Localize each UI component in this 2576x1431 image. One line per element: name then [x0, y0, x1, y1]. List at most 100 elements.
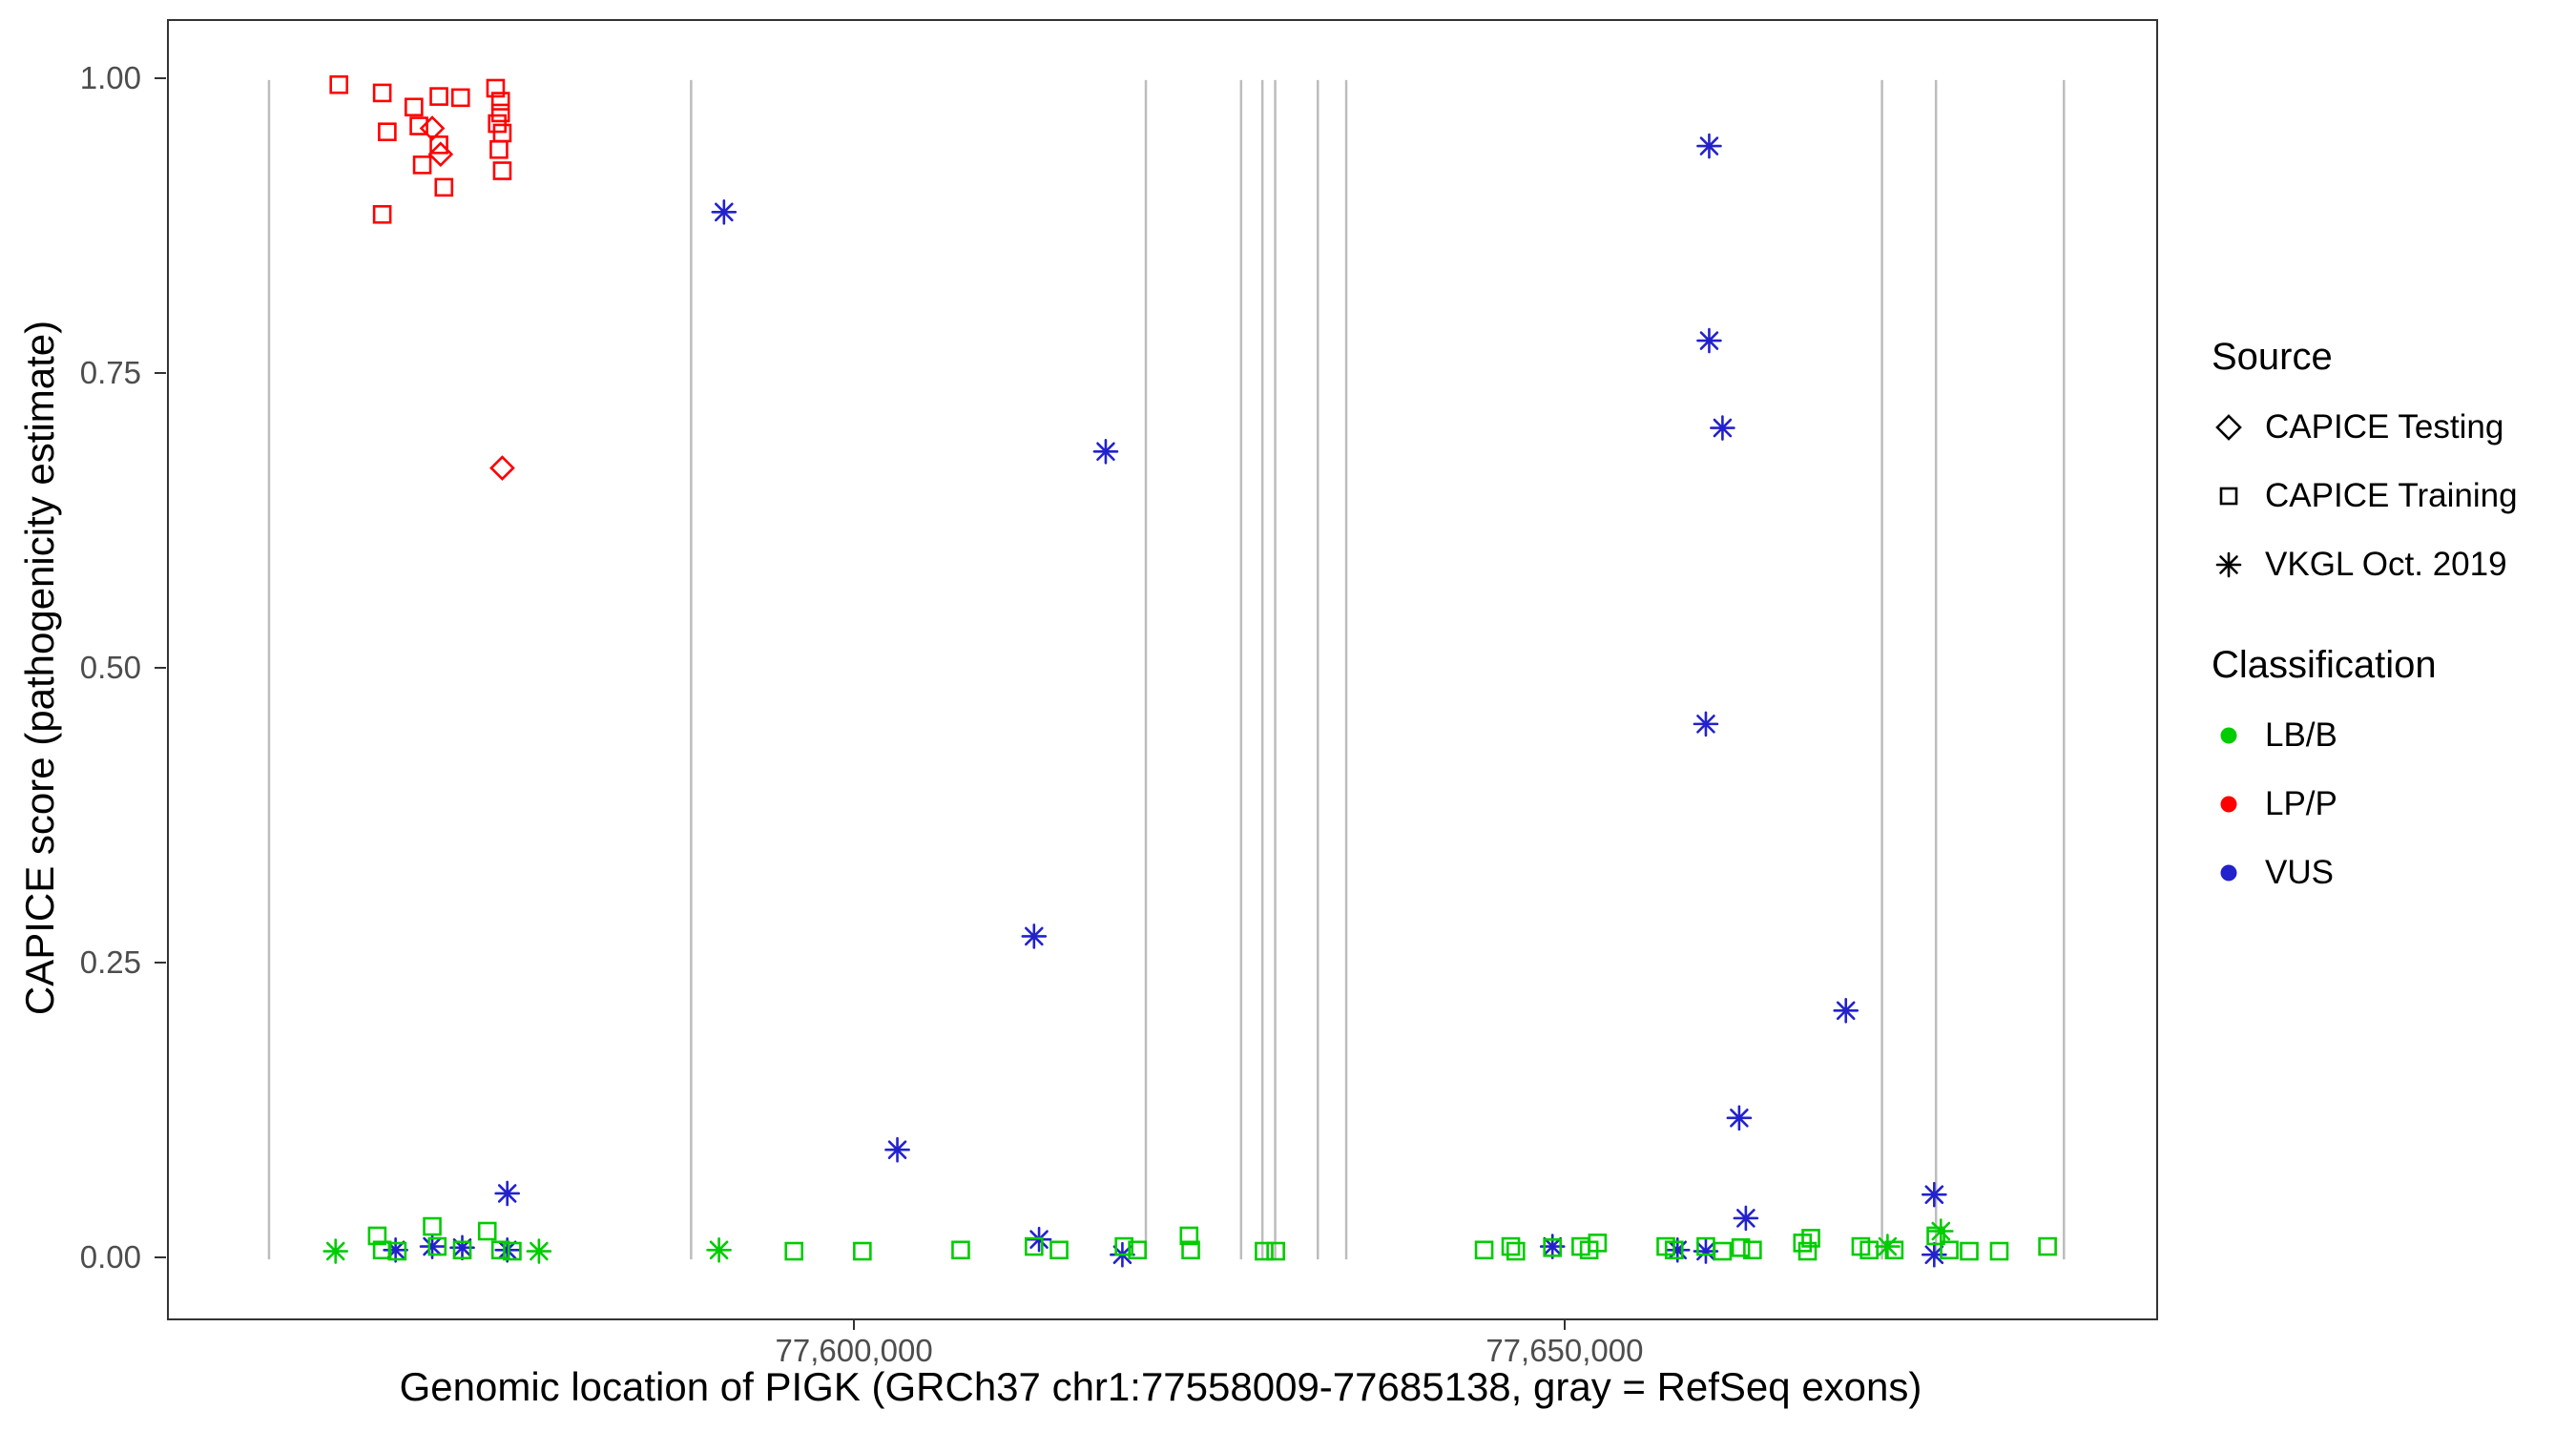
- y-tick-label: 1.00: [79, 59, 141, 95]
- data-point-square: [1859, 1240, 1879, 1260]
- data-point-square: [429, 135, 448, 155]
- legend-label: CAPICE Training: [2265, 477, 2518, 514]
- data-point-square: [1179, 1226, 1199, 1246]
- data-point-square: [1588, 1234, 1608, 1253]
- data-point-square: [2038, 1236, 2057, 1256]
- y-tick-mark: [155, 371, 166, 374]
- data-point-square: [1926, 1226, 1945, 1246]
- y-tick-mark: [155, 1256, 166, 1259]
- data-point-diamond: [489, 455, 515, 481]
- legend-group-source: Source CAPICE Testing CAPICE Training: [2212, 336, 2574, 589]
- data-point-square: [490, 92, 510, 111]
- legend-item-capice-testing: CAPICE Testing: [2212, 404, 2574, 451]
- legend-item-vus: VUS: [2212, 849, 2574, 897]
- green-dot-icon: [2220, 727, 2237, 744]
- data-point-asterisk: [526, 1238, 552, 1264]
- data-point-square: [1884, 1240, 1904, 1260]
- data-point-asterisk: [1833, 998, 1859, 1024]
- data-point-square: [405, 97, 424, 117]
- data-point-asterisk: [1696, 327, 1722, 354]
- data-point-square: [1049, 1240, 1069, 1260]
- y-tick-label: 0.75: [79, 354, 141, 390]
- legend-item-lbb: LB/B: [2212, 712, 2574, 759]
- legend-title-classification: Classification: [2212, 644, 2437, 686]
- data-point-square: [1501, 1236, 1521, 1256]
- legend-label: LB/B: [2265, 716, 2337, 754]
- data-point-asterisk: [1875, 1234, 1901, 1259]
- data-point-square: [492, 123, 512, 143]
- data-point-asterisk: [1696, 133, 1722, 159]
- data-point-square: [423, 1216, 442, 1236]
- y-tick-mark: [155, 667, 166, 669]
- data-point-asterisk: [1726, 1105, 1753, 1131]
- y-tick-mark: [155, 962, 166, 964]
- data-point-diamond: [419, 115, 446, 141]
- data-point-square: [490, 1240, 510, 1260]
- data-point-square: [1181, 1240, 1200, 1260]
- data-point-square: [372, 204, 392, 224]
- legend-group-classification: Classification LB/B LP/P VUS: [2212, 644, 2574, 897]
- data-point-square: [1543, 1238, 1563, 1257]
- legend: Source CAPICE Testing CAPICE Training: [2212, 336, 2574, 918]
- data-point-square: [486, 78, 506, 98]
- data-point-square: [489, 139, 509, 159]
- legend-label: CAPICE Testing: [2265, 408, 2504, 446]
- plot-canvas: [267, 74, 2066, 1268]
- data-point-asterisk: [1710, 415, 1735, 441]
- data-point-square: [452, 1240, 472, 1260]
- y-tick-mark: [155, 76, 166, 79]
- data-point-square: [434, 177, 454, 197]
- data-point-square: [378, 122, 397, 142]
- x-tick-label: 77,650,000: [1485, 1333, 1644, 1368]
- data-point-square: [477, 1221, 497, 1241]
- data-point-square: [490, 103, 510, 123]
- x-tick-mark: [853, 1318, 856, 1330]
- data-point-square: [387, 1241, 407, 1261]
- data-point-asterisk: [1092, 438, 1119, 465]
- data-point-asterisk: [1733, 1205, 1759, 1232]
- data-point-square: [1731, 1238, 1751, 1257]
- square-icon: [2219, 487, 2238, 506]
- data-point-square: [1114, 1236, 1133, 1256]
- legend-label: LP/P: [2265, 785, 2337, 822]
- data-point-square: [1960, 1241, 1979, 1261]
- data-point-square: [1128, 1240, 1147, 1260]
- data-point-asterisk: [1693, 711, 1719, 737]
- data-point-square: [409, 116, 428, 135]
- data-point-square: [492, 161, 512, 180]
- legend-label: VUS: [2265, 854, 2334, 891]
- data-point-square: [1940, 1240, 1959, 1260]
- data-point-square: [429, 87, 448, 106]
- data-point-asterisk: [494, 1180, 520, 1207]
- data-point-square: [329, 74, 349, 94]
- legend-item-capice-training: CAPICE Training: [2212, 472, 2574, 520]
- data-point-square: [1989, 1241, 2009, 1261]
- data-point-asterisk: [1922, 1241, 1947, 1268]
- plot-panel: [167, 19, 2158, 1320]
- data-point-square: [1797, 1241, 1818, 1261]
- data-point-square: [1255, 1241, 1274, 1261]
- y-tick-label: 0.50: [79, 650, 141, 685]
- legend-item-lpp: LP/P: [2212, 780, 2574, 828]
- data-point-asterisk: [1928, 1218, 1954, 1244]
- data-point-square: [1743, 1240, 1762, 1260]
- data-point-square: [784, 1241, 804, 1261]
- data-point-square: [1801, 1229, 1820, 1248]
- data-point-asterisk: [1922, 1181, 1947, 1208]
- legend-label: VKGL Oct. 2019: [2265, 546, 2507, 583]
- y-tick-label: 0.25: [79, 944, 141, 981]
- diamond-icon: [2215, 414, 2242, 441]
- data-point-square: [367, 1226, 387, 1246]
- data-point-asterisk: [711, 198, 737, 225]
- data-point-asterisk: [1021, 923, 1048, 949]
- y-tick-label: 0.00: [79, 1239, 141, 1275]
- x-tick-label: 77,600,000: [775, 1333, 933, 1368]
- data-point-asterisk: [884, 1136, 910, 1163]
- blue-dot-icon: [2220, 864, 2237, 881]
- data-point-square: [1266, 1241, 1285, 1261]
- data-point-square: [1713, 1241, 1733, 1261]
- data-point-asterisk: [322, 1238, 349, 1264]
- data-point-square: [1474, 1240, 1494, 1260]
- data-point-square: [951, 1240, 970, 1260]
